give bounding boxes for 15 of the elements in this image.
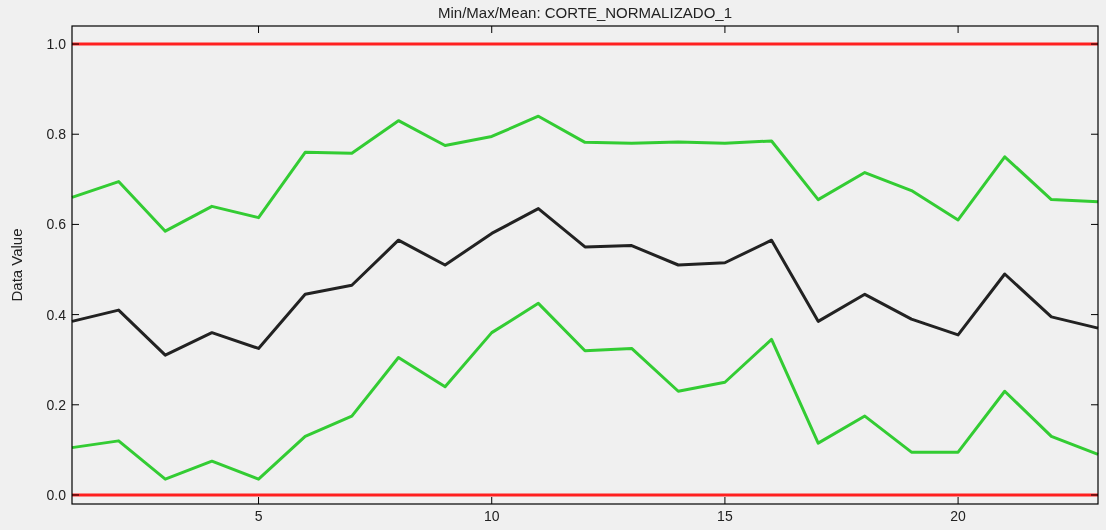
- line-series: [70, 114, 1100, 233]
- y-tick-label: 1.0: [46, 35, 67, 52]
- chart-title: Min/Max/Mean: CORTE_NORMALIZADO_1: [438, 4, 732, 21]
- x-tick-label: 5: [254, 508, 263, 524]
- y-tick-label: 0.0: [46, 486, 67, 503]
- x-tick-label: 10: [483, 508, 500, 524]
- x-tick-label: 15: [717, 508, 733, 524]
- y-tick-label: 0.6: [46, 216, 67, 233]
- y-tick-label: 0.4: [46, 306, 67, 323]
- y-axis-title: Data Value: [8, 228, 25, 302]
- line-series: [70, 301, 1100, 481]
- y-tick-label: 0.2: [46, 396, 67, 413]
- line-series: [70, 207, 1100, 357]
- y-tick-label: 0.8: [46, 126, 67, 143]
- x-tick-label: 20: [950, 508, 967, 524]
